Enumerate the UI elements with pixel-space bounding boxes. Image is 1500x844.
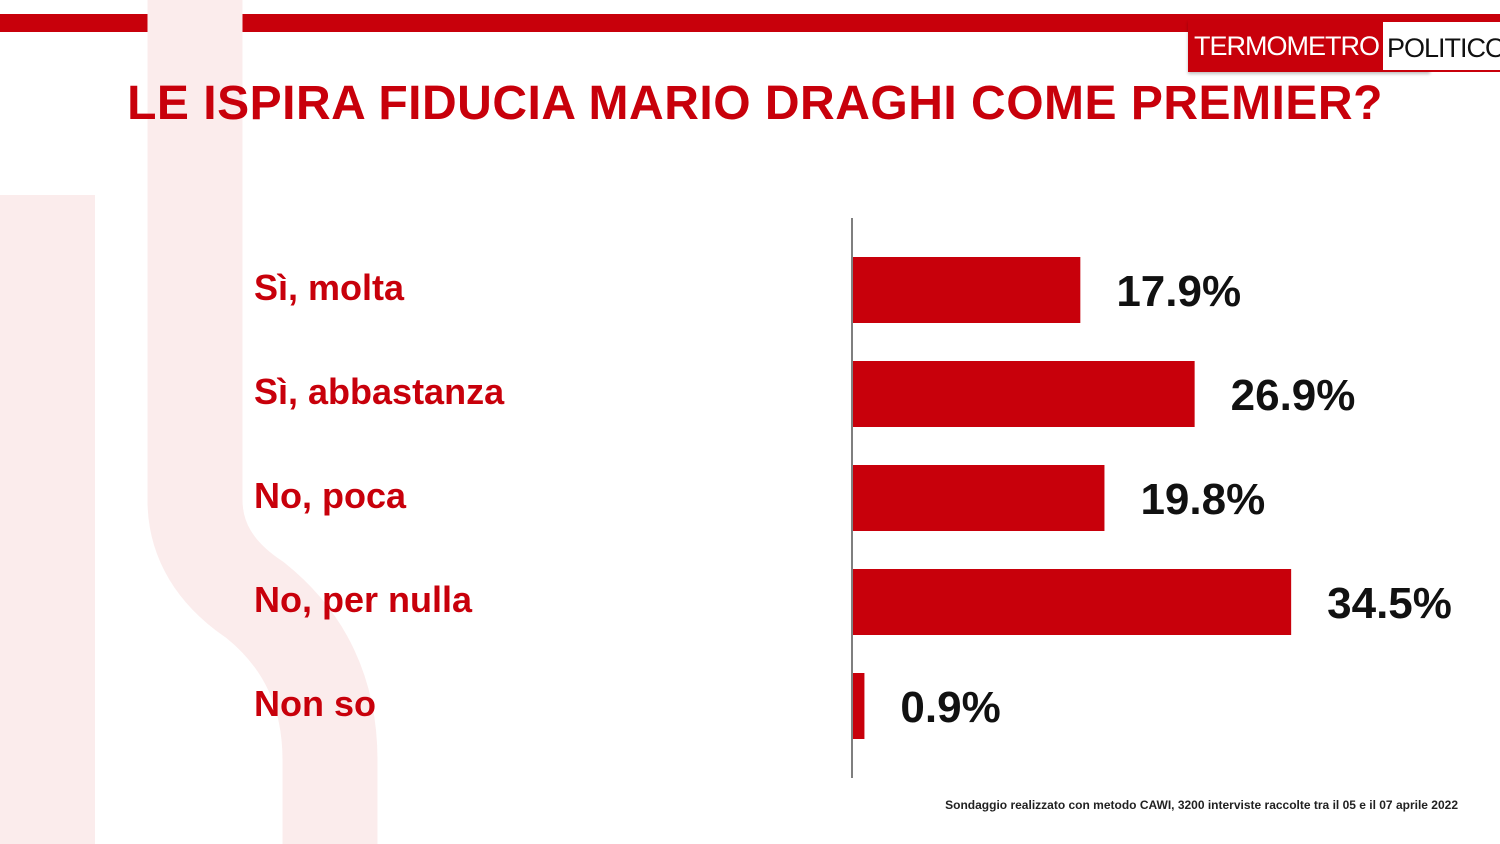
value-label-4: 0.9%	[900, 683, 1000, 732]
bar-0	[853, 257, 1081, 323]
value-label-0: 17.9%	[1116, 267, 1241, 316]
value-label-3: 34.5%	[1327, 579, 1452, 628]
bar-3	[853, 569, 1292, 635]
logo-part-politico: POLITICO	[1383, 20, 1500, 72]
value-label-2: 19.8%	[1140, 475, 1265, 524]
category-label-4: Non so	[254, 683, 376, 724]
logo-part-termometro: TERMOMETRO	[1188, 20, 1383, 72]
chart-title: LE ISPIRA FIDUCIA MARIO DRAGHI COME PREM…	[127, 77, 1383, 130]
survey-footnote: Sondaggio realizzato con metodo CAWI, 32…	[945, 798, 1458, 812]
bar-4	[853, 673, 865, 739]
category-label-0: Sì, molta	[254, 267, 405, 308]
category-label-2: No, poca	[254, 475, 407, 516]
bar-1	[853, 361, 1195, 427]
bar-2	[853, 465, 1105, 531]
value-label-1: 26.9%	[1231, 371, 1356, 420]
termometro-politico-logo: TERMOMETRO POLITICO	[1188, 20, 1500, 72]
category-label-3: No, per nulla	[254, 579, 473, 620]
category-label-1: Sì, abbastanza	[254, 371, 505, 412]
